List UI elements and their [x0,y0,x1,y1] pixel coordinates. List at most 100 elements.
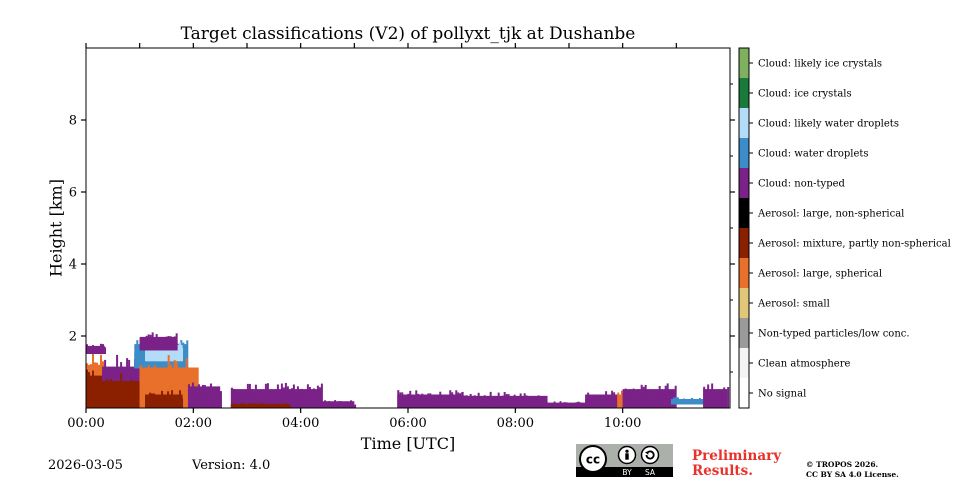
class-region-column [427,393,430,408]
class-region-column [238,392,241,408]
class-region-column [232,388,235,408]
class-region-column [286,386,289,408]
class-region-column [250,403,253,408]
class-region-column [509,398,512,408]
class-region-column [340,401,343,408]
class-region-column [545,401,548,408]
class-region-column [525,395,528,408]
class-region-column [167,355,170,408]
class-region-column [92,345,94,354]
class-region-column [485,401,488,408]
class-region-column [138,385,141,408]
y-axis: 2 4 6 8 [69,83,735,373]
class-region-column [151,332,154,351]
class-region-column [161,341,164,351]
class-region-column [403,398,406,408]
class-region-column [270,392,273,408]
class-region-column [270,405,273,408]
class-region-column [575,402,578,408]
class-region-column [328,401,331,408]
class-region-column [469,393,472,408]
class-region-column [344,404,347,408]
class-region-column [242,389,245,408]
class-region-column [155,376,158,408]
class-region-column [145,400,148,408]
y-tick-label: 6 [69,186,77,201]
class-region-column [282,403,285,408]
class-region-column [159,380,162,408]
class-region-column [155,334,158,351]
version-label: Version: 4.0 [192,458,271,473]
class-region-column [690,397,693,405]
x-tick-label: 00:00 [67,416,104,431]
class-region-column [179,390,182,408]
class-region-column [149,392,152,408]
preliminary-line-2: Results. [692,463,753,479]
class-region-column [94,387,96,408]
class-region-column [491,398,494,408]
class-region-column [607,400,610,408]
class-region-column [102,344,104,354]
class-region-column [692,400,695,405]
class-region-column [487,400,490,408]
class-region [461,391,548,408]
class-region-column [155,397,158,408]
class-region-column [193,392,196,408]
class-region-column [149,373,152,408]
colorbar-label: Aerosol: large, spherical [757,269,882,280]
class-region-column [654,394,657,408]
class-region-column [98,347,100,354]
class-region-column [481,401,484,408]
class-region-column [292,384,295,408]
class-region-column [533,396,536,408]
class-region-column [175,341,178,362]
class-region-column [219,391,222,408]
colorbar-label: Aerosol: mixture, partly non-spherical [757,239,951,250]
class-region-column [569,405,572,408]
class-region-column [141,343,144,351]
class-region-column [431,398,434,408]
class-region-column [725,391,728,408]
class-region-column [336,402,339,408]
class-region-column [102,381,105,408]
class-region-column [278,405,281,408]
class-region-column [159,396,162,408]
class-region-column [447,400,450,408]
class-region-column [139,365,142,408]
class-region-column [332,404,335,408]
class-region-column [636,398,639,408]
class-region-column [140,345,143,369]
colorbar-swatch [739,258,749,288]
class-region-column [579,402,582,408]
class-region-column [159,343,162,362]
class-region-column [177,350,180,362]
class-region-column [662,392,665,408]
class-region-column [104,347,106,354]
colorbar: Cloud: likely ice crystals Cloud: ice cry… [738,47,951,409]
class-region-column [207,395,210,408]
class-region-column [549,404,552,408]
class-region-column [254,403,257,408]
class-region-column [139,339,142,351]
class-region-column [644,384,647,408]
class-region-column [122,385,125,408]
class-region-column [94,347,96,354]
class-region-column [429,393,432,408]
class-region-column [128,392,131,408]
class-region-column [320,383,323,408]
class-region-column [197,384,200,408]
colorbar-label: Cloud: ice crystals [758,89,852,100]
class-region-column [179,372,182,408]
x-tick-label: 08:00 [497,416,534,431]
class-region-column [199,388,202,408]
class-region-column [527,399,530,408]
class-region-column [147,334,150,351]
class-region-column [425,395,428,408]
class-region-column [252,403,255,408]
class-region-column [557,403,560,408]
class-region-column [471,398,474,408]
class-region-column [678,401,681,405]
x-tick-label: 10:00 [604,416,641,431]
copyright-note: © TROPOS 2026. CC BY SA 4.0 License. [806,460,899,480]
class-region-column [149,334,152,351]
